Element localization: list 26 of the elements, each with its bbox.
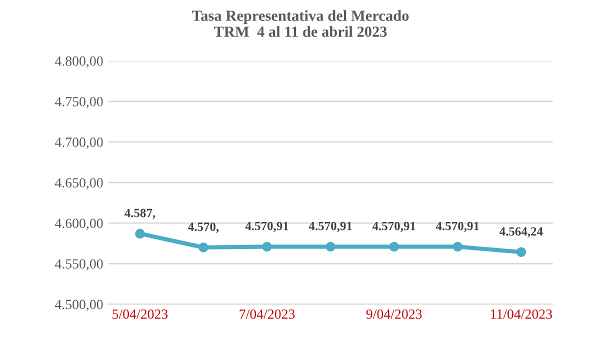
x-tick-label: 9/04/2023 — [366, 309, 422, 319]
data-label: 4.570,91 — [436, 222, 479, 232]
point — [326, 242, 336, 252]
point — [262, 242, 272, 252]
y-tick-label: 4.550,00 — [54, 259, 103, 271]
point — [389, 242, 399, 252]
y-tick-label: 4.700,00 — [54, 138, 103, 149]
data-label: 4.564,24 — [499, 227, 543, 238]
y-tick-label: 4.650,00 — [54, 178, 103, 190]
point — [198, 242, 208, 252]
data-label: 4.587, — [124, 208, 156, 220]
x-tick-label: 11/04/2023 — [491, 309, 552, 319]
y-tick-label: 4.800,00 — [54, 56, 103, 68]
x-tick-label: 7/04/2023 — [240, 309, 295, 319]
data-label: 4.570,91 — [372, 222, 416, 232]
y-tick-label: 4.750,00 — [54, 96, 103, 108]
data-label: 4.570,91 — [245, 222, 288, 232]
point — [135, 228, 145, 238]
point — [516, 247, 526, 257]
chart-title: Tasa Representativa del Mercado TRM 4 al 11 de abril 2023 — [192, 10, 409, 37]
data-label: 4.570,91 — [308, 222, 352, 232]
y-tick-label: 4.500,00 — [54, 300, 103, 312]
data-label: 4.570, — [188, 222, 219, 233]
point — [452, 242, 462, 252]
y-tick-label: 4.600,00 — [54, 218, 103, 230]
x-tick-label: 5/04/2023 — [112, 309, 168, 319]
